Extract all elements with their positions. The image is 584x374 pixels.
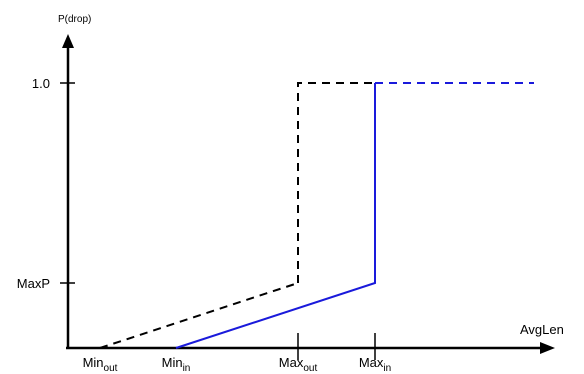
y-axis-label: P(drop) [58, 14, 91, 25]
x-tick-label-max_in: Maxin [359, 355, 391, 374]
series-1-segment-0 [175, 83, 376, 349]
y-axis-arrowhead [62, 34, 74, 48]
x-tick-label-main: Min [83, 355, 104, 370]
x-tick-label-sub: in [383, 363, 391, 374]
series-0-segment-1 [297, 82, 375, 283]
x-axis-arrowhead [540, 342, 555, 354]
x-tick-label-main: Max [359, 355, 384, 370]
x-tick-label-max_out: Maxout [279, 355, 318, 374]
x-tick-label-main: Min [162, 355, 183, 370]
series-0-segment-0 [99, 282, 299, 349]
x-tick-label-sub: in [183, 363, 191, 374]
x-tick-label-min_out: Minout [83, 355, 118, 374]
x-tick-label-sub: out [303, 363, 317, 374]
x-tick-label-main: Max [279, 355, 304, 370]
x-tick-label-sub: out [104, 363, 118, 374]
x-tick-label-min_in: Minin [162, 355, 191, 374]
x-axis-label: AvgLen [520, 322, 564, 337]
y-tick-label-one: 1.0 [32, 76, 50, 91]
y-tick-label-maxp: MaxP [17, 276, 50, 291]
